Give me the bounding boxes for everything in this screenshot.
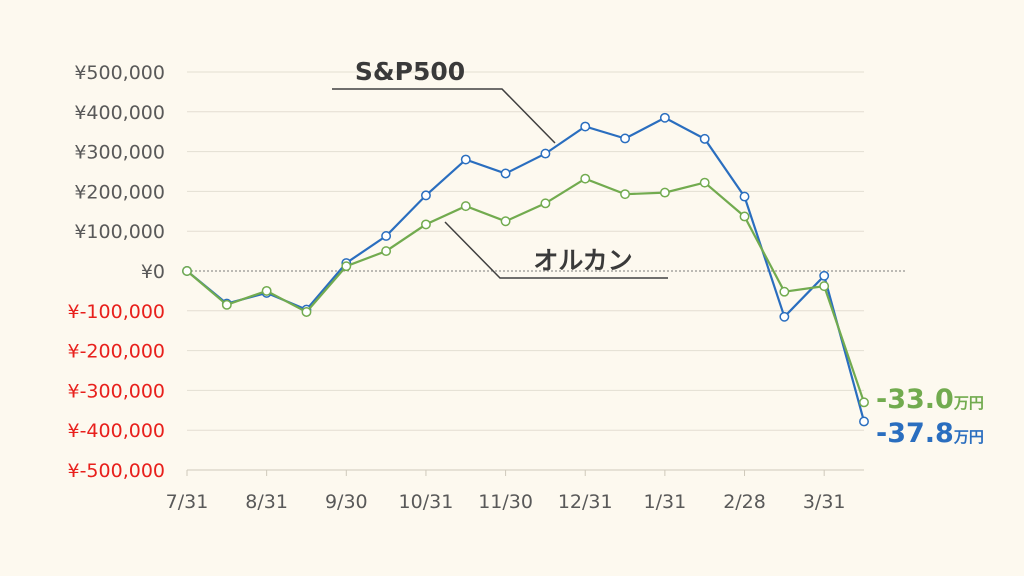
data-point — [381, 246, 392, 257]
data-point — [540, 148, 551, 159]
series-lines — [182, 112, 869, 427]
y-tick-label: ¥-500,000 — [67, 460, 165, 482]
y-tick-label: ¥-100,000 — [67, 301, 165, 323]
x-axis-ticks: 7/31 8/31 9/30 10/31 11/30 12/31 1/31 2/28 3/31 — [166, 469, 864, 513]
leader-line-orukan — [444, 221, 668, 279]
data-point — [221, 299, 232, 310]
data-point — [620, 133, 631, 144]
y-tick-label: ¥-400,000 — [67, 420, 165, 442]
x-tick-label: 7/31 — [166, 491, 209, 513]
data-point — [540, 198, 551, 209]
x-tick-label: 2/28 — [723, 491, 766, 513]
y-tick-label: ¥-300,000 — [67, 380, 165, 402]
x-tick-label: 12/31 — [558, 491, 613, 513]
data-point — [301, 307, 312, 317]
data-point — [859, 416, 869, 427]
data-point — [819, 270, 830, 281]
data-point — [819, 281, 830, 292]
data-point — [261, 285, 272, 296]
y-tick-label: ¥400,000 — [74, 102, 165, 124]
data-point — [420, 219, 431, 230]
series-line-1 — [186, 177, 866, 403]
x-tick-label: 11/30 — [478, 491, 533, 513]
data-point — [580, 173, 591, 184]
data-point — [500, 168, 511, 179]
y-tick-label: ¥-200,000 — [67, 341, 165, 363]
series-line-0 — [186, 116, 866, 422]
data-point — [699, 133, 710, 144]
data-point — [620, 189, 631, 200]
y-tick-label: ¥200,000 — [74, 181, 165, 203]
x-tick-label: 8/31 — [245, 491, 288, 513]
data-point — [739, 211, 750, 222]
data-point — [460, 154, 471, 165]
data-point — [859, 397, 869, 408]
leader-line-sp500 — [332, 88, 556, 144]
y-tick-label: ¥0 — [141, 261, 165, 283]
x-tick-label: 1/31 — [644, 491, 687, 513]
data-point — [580, 121, 591, 132]
data-point — [659, 187, 670, 198]
data-point — [659, 112, 670, 123]
data-point — [420, 190, 431, 201]
y-tick-label: ¥500,000 — [74, 62, 165, 84]
x-tick-label: 3/31 — [803, 491, 846, 513]
y-tick-label: ¥100,000 — [74, 221, 165, 243]
series-label-orukan: オルカン — [533, 246, 632, 275]
data-point — [341, 261, 352, 272]
y-tick-label: ¥300,000 — [74, 142, 165, 164]
data-point — [739, 191, 750, 202]
data-point — [699, 177, 710, 188]
data-point — [381, 231, 392, 241]
data-point — [500, 216, 511, 227]
end-value-sp500: -37.8万円 — [876, 418, 984, 449]
y-axis-ticks: ¥500,000 ¥400,000 ¥300,000 ¥200,000 ¥100,000… — [67, 62, 165, 482]
series-labels: S&P500 オルカン -33.0万円-37.8万円 — [332, 57, 984, 449]
data-point — [779, 286, 790, 297]
data-point — [182, 266, 192, 276]
end-value-orukan: -33.0万円 — [876, 384, 984, 415]
x-tick-label: 10/31 — [399, 491, 454, 513]
x-tick-label: 9/30 — [325, 491, 368, 513]
data-point — [460, 201, 471, 212]
series-label-sp500: S&P500 — [355, 57, 465, 86]
data-point — [779, 311, 790, 322]
